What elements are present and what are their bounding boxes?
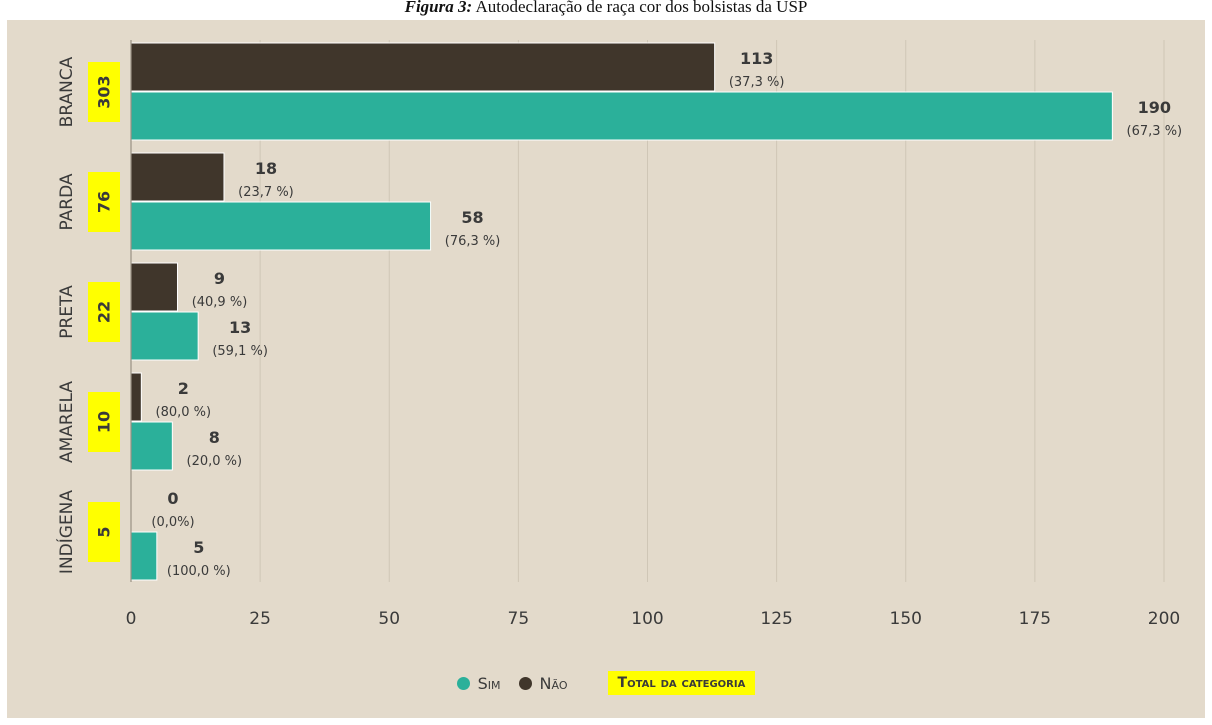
data-label-nao: 0	[167, 489, 178, 508]
legend-label-nao: Não	[539, 673, 568, 693]
bar-nao	[130, 262, 178, 312]
data-label-nao: 9	[214, 269, 225, 288]
total-badge	[88, 172, 120, 232]
chart-panel: 0 25 50 75 100 125 150 175 200 113 (37,3 %) 190 (67,…	[7, 20, 1205, 718]
percent-label-sim: (67,3 %)	[1127, 124, 1183, 139]
bar-sim	[130, 201, 432, 251]
data-label-nao: 18	[255, 159, 277, 178]
percent-label-nao: (0,0%)	[151, 515, 194, 530]
bar-sim	[130, 311, 199, 361]
legend-swatch-nao	[518, 676, 532, 690]
x-tick-label: 200	[1148, 609, 1180, 629]
percent-label-sim: (76,3 %)	[445, 234, 501, 249]
data-label-nao: 2	[178, 379, 189, 398]
total-badge	[88, 502, 120, 562]
total-value: 303	[95, 75, 114, 108]
figure-title: Figura 3: Autodeclaração de raça cor dos…	[0, 0, 1212, 20]
total-value: 5	[95, 526, 114, 537]
bar-nao	[130, 42, 716, 92]
x-tick-label: 50	[378, 609, 400, 629]
category-label: INDÍGENA	[55, 490, 77, 574]
legend-label-total: Total da categoria	[607, 671, 756, 695]
data-label-sim: 58	[461, 208, 483, 227]
x-tick-label: 100	[631, 609, 663, 629]
total-badge	[88, 392, 120, 452]
data-label-nao: 113	[740, 49, 773, 68]
percent-label-nao: (80,0 %)	[156, 405, 212, 420]
data-label-sim: 13	[229, 318, 251, 337]
category-label: PRETA	[57, 285, 77, 339]
legend-item-sim: Sim	[456, 673, 501, 693]
legend-label-sim: Sim	[477, 673, 501, 693]
x-tick-label: 0	[126, 609, 137, 629]
percent-label-nao: (23,7 %)	[238, 185, 294, 200]
data-label-sim: 190	[1138, 98, 1171, 117]
x-tick-label: 175	[1019, 609, 1051, 629]
percent-label-sim: (59,1 %)	[212, 344, 268, 359]
legend-swatch-sim	[456, 676, 470, 690]
total-badge	[88, 282, 120, 342]
bar-sim	[130, 531, 158, 581]
bar-sim	[130, 421, 173, 471]
percent-label-nao: (40,9 %)	[192, 295, 248, 310]
total-value: 76	[95, 191, 114, 213]
legend-item-nao: Não	[518, 673, 568, 693]
figure-label: Figura 3:	[404, 0, 473, 16]
bar-nao	[130, 152, 225, 202]
data-label-sim: 8	[209, 428, 220, 447]
category-label: BRANCA	[57, 56, 77, 127]
percent-label-nao: (37,3 %)	[729, 75, 785, 90]
x-tick-label: 125	[760, 609, 792, 629]
figure-title-text: Autodeclaração de raça cor dos bolsistas…	[475, 0, 808, 16]
percent-label-sim: (100,0 %)	[167, 564, 231, 579]
bar-nao	[130, 372, 142, 422]
bar-sim	[130, 91, 1113, 141]
data-label-sim: 5	[193, 538, 204, 557]
category-label: PARDA	[57, 173, 77, 230]
percent-label-sim: (20,0 %)	[187, 454, 243, 469]
x-tick-label: 150	[890, 609, 922, 629]
total-badge	[88, 62, 120, 122]
category-label: AMARELA	[57, 381, 77, 463]
chart-legend: Sim Não Total da categoria	[7, 668, 1205, 698]
x-tick-label: 25	[249, 609, 271, 629]
x-tick-label: 75	[508, 609, 530, 629]
total-value: 22	[95, 301, 114, 323]
total-value: 10	[95, 411, 114, 433]
